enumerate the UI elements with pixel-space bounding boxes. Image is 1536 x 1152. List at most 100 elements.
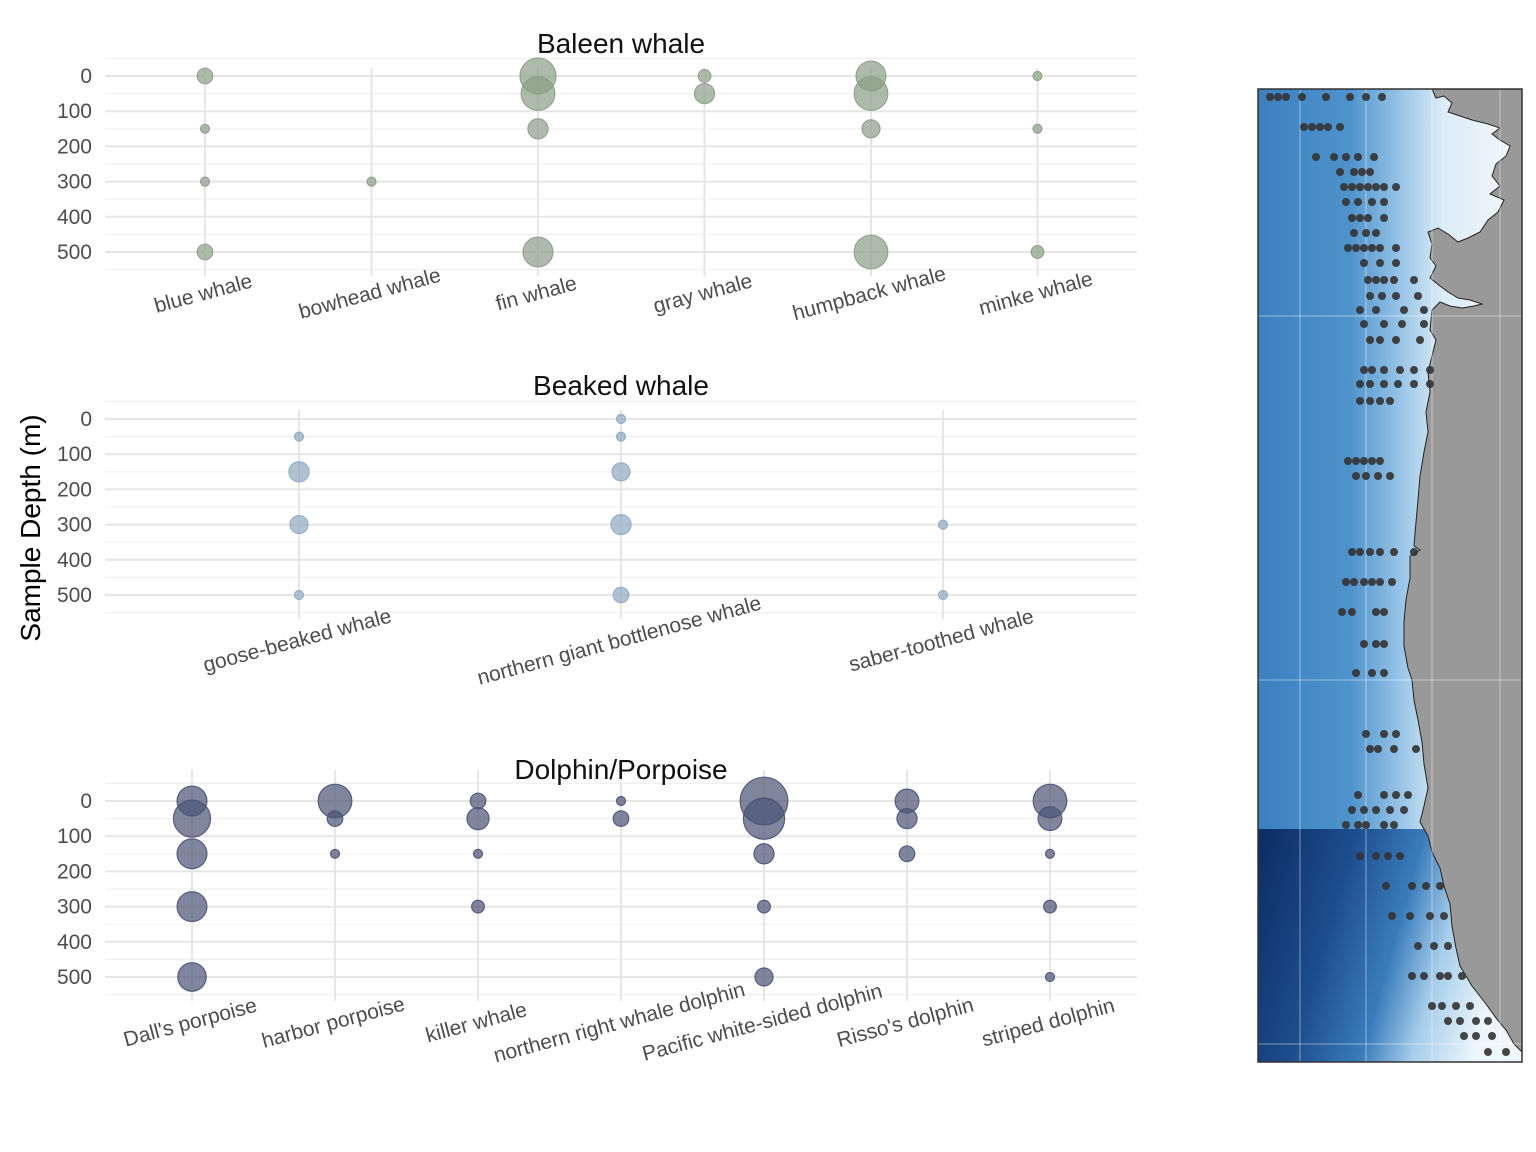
y-tick-label: 300 <box>57 514 92 537</box>
bubble-striped-dolphin-500m <box>1044 971 1056 983</box>
category-label-blue-whale: blue whale <box>152 270 255 318</box>
bubble-killer-whale-50m <box>466 806 490 831</box>
sample-station <box>1368 457 1376 465</box>
sample-station <box>1352 669 1360 677</box>
bubble-dall-s-porpoise-300m <box>176 891 208 923</box>
sample-station <box>1350 168 1358 176</box>
sample-station <box>1380 276 1388 284</box>
sample-station <box>1356 397 1364 405</box>
bubble-fin-whale-500m <box>522 236 554 268</box>
bubble-pacific-white-sided-dolphin-150m <box>753 843 775 865</box>
sample-station <box>1366 336 1374 344</box>
sample-station <box>1342 578 1350 586</box>
sample-station <box>1372 229 1380 237</box>
sample-station <box>1392 244 1400 252</box>
category-labels: Dall's porpoise harbor porpoise killer wha… <box>121 978 1117 1067</box>
bubble-saber-toothed-whale-300m <box>937 519 949 530</box>
category-label-pacific-white-sided-dolphin: Pacific white-sided dolphin <box>640 980 885 1066</box>
sample-station <box>1380 640 1388 648</box>
sample-station <box>1364 214 1372 222</box>
sample-station <box>1362 821 1370 829</box>
y-tick-label: 400 <box>57 549 92 572</box>
sample-station <box>1300 123 1308 131</box>
sample-station <box>1420 972 1428 980</box>
y-tick-label: 100 <box>57 825 92 848</box>
sample-station <box>1298 93 1306 101</box>
sample-station <box>1460 1032 1468 1040</box>
category-label-goose-beaked-whale: goose-beaked whale <box>201 605 394 677</box>
sample-station <box>1376 336 1384 344</box>
y-tick-label: 400 <box>57 931 92 954</box>
sample-station <box>1376 244 1384 252</box>
sample-station <box>1380 320 1388 328</box>
sample-station <box>1354 198 1362 206</box>
sample-station <box>1466 1002 1474 1010</box>
sample-station <box>1356 306 1364 314</box>
y-tick-label: 0 <box>80 790 92 813</box>
sample-station <box>1384 852 1392 860</box>
sample-station <box>1398 320 1406 328</box>
sample-station <box>1376 259 1384 267</box>
sample-station <box>1356 214 1364 222</box>
sample-station <box>1484 1048 1492 1056</box>
sample-station <box>1410 380 1418 388</box>
sample-station <box>1372 183 1380 191</box>
y-tick-label: 0 <box>80 408 92 431</box>
sample-station <box>1472 1017 1480 1025</box>
sample-station <box>1426 912 1434 920</box>
sample-station <box>1390 745 1398 753</box>
bubble-pacific-white-sided-dolphin-300m <box>757 899 771 914</box>
sample-station <box>1380 380 1388 388</box>
land-mass <box>1403 89 1522 1053</box>
sample-station <box>1378 93 1386 101</box>
bubble-risso-s-dolphin-150m <box>898 845 916 863</box>
depth-bubbles <box>288 413 949 604</box>
sample-station <box>1348 214 1356 222</box>
sample-station <box>1404 791 1412 799</box>
sample-station <box>1372 306 1380 314</box>
map-frame <box>1257 88 1523 1063</box>
sample-station <box>1444 1017 1452 1025</box>
sample-station <box>1430 942 1438 950</box>
bubble-bowhead-whale-300m <box>366 176 377 187</box>
sample-station <box>1372 608 1380 616</box>
sample-station <box>1266 93 1274 101</box>
sample-station <box>1340 183 1348 191</box>
sample-station <box>1382 882 1390 890</box>
sample-station <box>1360 320 1368 328</box>
y-tick-label: 0 <box>80 65 92 88</box>
sample-station <box>1360 640 1368 648</box>
panel-grid <box>105 57 1137 271</box>
sample-station <box>1406 912 1414 920</box>
sample-station <box>1336 168 1344 176</box>
sample-station <box>1440 912 1448 920</box>
sample-station <box>1396 852 1404 860</box>
bubble-northern-right-whale-dolphin-50m <box>612 810 630 827</box>
category-label-harbor-porpoise: harbor porpoise <box>259 993 407 1053</box>
sample-station <box>1380 214 1388 222</box>
sample-station <box>1412 745 1420 753</box>
category-label-northern-right-whale-dolphin: northern right whale dolphin <box>491 978 747 1067</box>
y-tick-label: 500 <box>57 241 92 264</box>
sample-station <box>1380 821 1388 829</box>
sample-station <box>1374 472 1382 480</box>
sample-station <box>1330 153 1338 161</box>
sample-station <box>1356 380 1364 388</box>
sample-station <box>1312 153 1320 161</box>
bubble-minke-whale-150m <box>1032 123 1043 134</box>
sample-station <box>1488 1032 1496 1040</box>
sample-station <box>1366 745 1374 753</box>
sample-station <box>1372 640 1380 648</box>
sample-station <box>1350 229 1358 237</box>
sampling-map <box>1257 88 1523 1063</box>
sample-station <box>1392 259 1400 267</box>
bubble-northern-giant-bottlenose-whale-50m <box>615 431 627 442</box>
category-label-minke-whale: minke whale <box>976 268 1095 320</box>
category-label-gray-whale: gray whale <box>651 269 755 318</box>
category-label-dall-s-porpoise: Dall's porpoise <box>121 994 259 1052</box>
sample-station <box>1352 244 1360 252</box>
sample-station <box>1472 1032 1480 1040</box>
sample-station <box>1390 548 1398 556</box>
sample-station <box>1356 548 1364 556</box>
sample-station <box>1392 730 1400 738</box>
